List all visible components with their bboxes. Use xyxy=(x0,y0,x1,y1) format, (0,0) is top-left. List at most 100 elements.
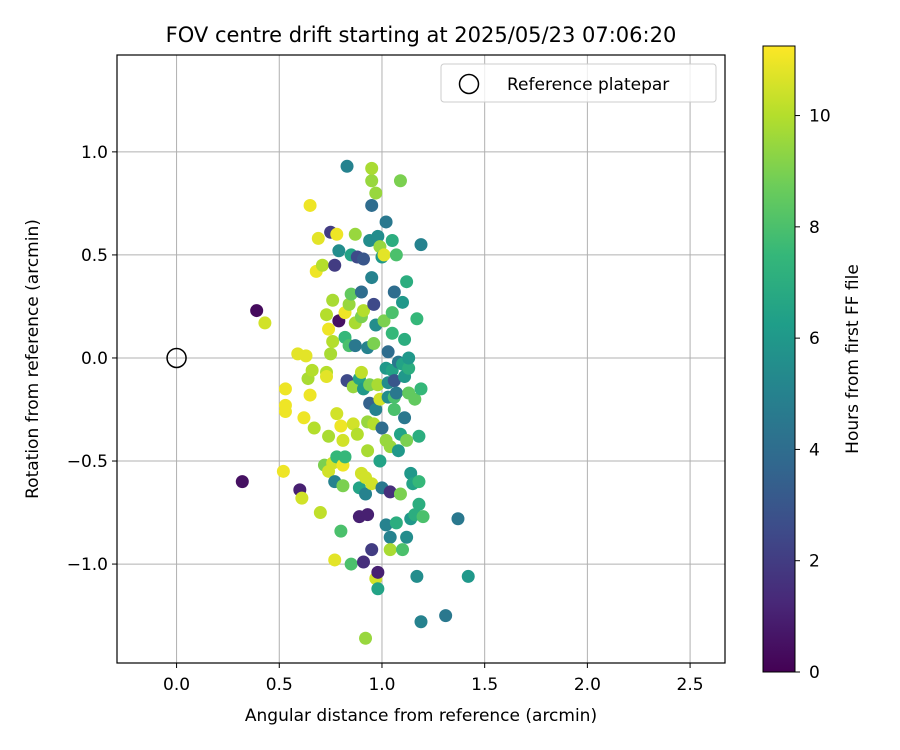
data-point xyxy=(396,295,410,309)
data-point xyxy=(365,271,379,285)
chart-title: FOV centre drift starting at 2025/05/23 … xyxy=(166,23,677,47)
data-point xyxy=(385,233,399,247)
data-point xyxy=(379,215,393,229)
data-point xyxy=(336,479,350,493)
data-point xyxy=(330,227,344,241)
data-point xyxy=(356,304,370,318)
x-tick-label: 0.0 xyxy=(163,675,190,695)
data-point xyxy=(297,411,311,425)
data-point xyxy=(359,487,373,501)
data-point xyxy=(332,244,346,258)
data-point xyxy=(369,186,383,200)
data-point xyxy=(412,475,426,489)
data-point xyxy=(451,512,465,526)
data-point xyxy=(369,402,383,416)
data-point xyxy=(344,557,358,571)
data-point xyxy=(389,516,403,530)
data-point xyxy=(250,304,264,318)
data-point xyxy=(365,477,379,491)
data-point xyxy=(416,510,430,524)
data-point xyxy=(328,258,342,272)
colorbar-ticks: 0 2 4 6 8 10 xyxy=(795,107,831,683)
data-point xyxy=(400,433,414,447)
data-point xyxy=(393,174,407,188)
data-point xyxy=(404,466,418,480)
data-point xyxy=(383,485,397,499)
data-point xyxy=(389,386,403,400)
data-point xyxy=(387,285,401,299)
colorbar-tick-label: 8 xyxy=(809,218,820,238)
data-point xyxy=(326,334,340,348)
data-point xyxy=(356,555,370,569)
data-point xyxy=(346,417,360,431)
data-point xyxy=(412,429,426,443)
data-point xyxy=(400,275,414,289)
data-point xyxy=(330,407,344,421)
data-point xyxy=(377,248,391,262)
data-point xyxy=(326,293,340,307)
y-axis-ticks: −1.0 −0.5 0.0 0.5 1.0 xyxy=(67,143,117,575)
data-point xyxy=(365,161,379,175)
data-point xyxy=(381,345,395,359)
data-point xyxy=(356,252,370,266)
y-tick-label: −0.5 xyxy=(67,452,108,472)
data-point xyxy=(385,306,399,320)
y-tick-label: −1.0 xyxy=(67,555,108,575)
data-point xyxy=(295,491,309,505)
data-point xyxy=(311,231,325,245)
legend: Reference platepar xyxy=(440,63,717,103)
data-point xyxy=(461,569,475,583)
y-axis-label: Rotation from reference (arcmin) xyxy=(23,219,43,499)
data-point xyxy=(365,198,379,212)
data-point xyxy=(258,316,272,330)
data-point xyxy=(276,464,290,478)
data-point xyxy=(408,392,422,406)
data-point xyxy=(328,553,342,567)
x-tick-label: 1.5 xyxy=(471,675,498,695)
data-point xyxy=(402,351,416,365)
data-point xyxy=(410,312,424,326)
data-point xyxy=(410,569,424,583)
data-point xyxy=(385,326,399,340)
data-point xyxy=(350,427,364,441)
reference-layer xyxy=(166,347,187,369)
data-point xyxy=(398,411,412,425)
data-point xyxy=(414,238,428,252)
data-point xyxy=(307,421,321,435)
data-point xyxy=(342,297,356,311)
legend-reference-marker xyxy=(458,73,480,95)
x-tick-label: 0.5 xyxy=(266,675,293,695)
colorbar-label: Hours from first FF file xyxy=(843,264,863,454)
data-point xyxy=(396,543,410,557)
colorbar-tick-label: 10 xyxy=(809,107,831,127)
data-point xyxy=(322,429,336,443)
data-point xyxy=(379,518,393,532)
legend-box xyxy=(440,63,717,103)
plot-frame xyxy=(116,54,726,664)
data-point xyxy=(412,497,426,511)
data-point xyxy=(303,388,317,402)
data-point xyxy=(359,631,373,645)
reference-platepar-marker xyxy=(166,347,187,369)
data-point xyxy=(439,609,453,623)
data-point xyxy=(313,506,327,520)
data-point xyxy=(305,363,319,377)
data-point xyxy=(320,308,334,322)
data-point xyxy=(391,444,405,458)
y-tick-label: 0.5 xyxy=(81,246,108,266)
data-point xyxy=(371,582,385,596)
data-point xyxy=(414,382,428,396)
data-point xyxy=(371,229,385,243)
grid-lines xyxy=(117,55,725,663)
data-point xyxy=(367,297,381,311)
data-point xyxy=(365,174,379,188)
x-tick-label: 1.0 xyxy=(368,675,395,695)
data-point xyxy=(278,382,292,396)
x-axis-ticks: 0.0 0.5 1.0 1.5 2.0 2.5 xyxy=(163,663,704,695)
colorbar xyxy=(762,45,796,673)
data-point xyxy=(324,347,338,361)
data-point xyxy=(377,314,391,328)
data-point xyxy=(383,543,397,557)
colorbar-tick-label: 2 xyxy=(809,552,820,572)
